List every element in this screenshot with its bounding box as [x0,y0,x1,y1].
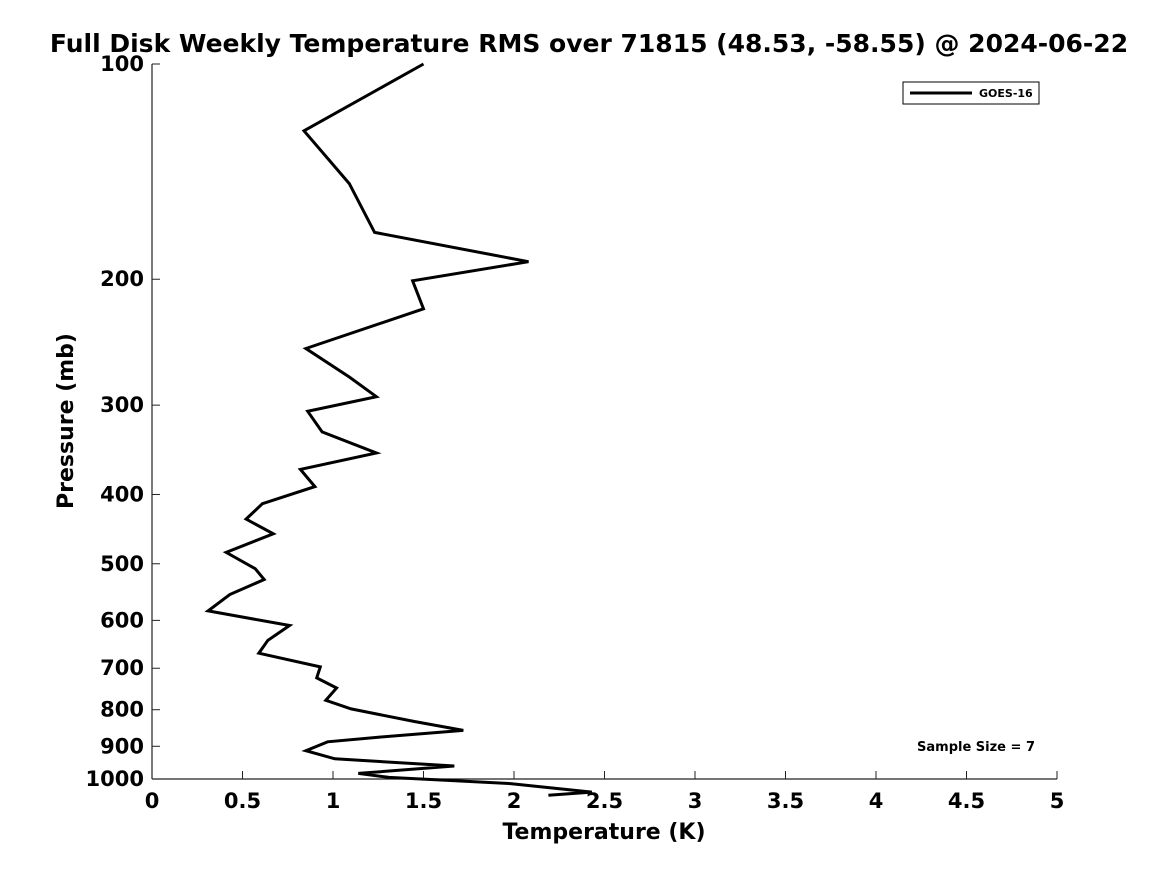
y-tick-label: 700 [100,656,144,680]
y-tick-label: 500 [100,552,144,576]
x-tick-label: 0 [145,789,160,813]
x-axis-label: Temperature (K) [502,820,705,845]
axes-frame [151,64,1057,780]
x-axis-ticks: 0 0.5 1 1.5 2 2.5 3 3.5 4 4.5 5 [145,771,1065,813]
series-line-goes-16 [204,62,592,797]
x-tick-label: 1.5 [405,789,442,813]
y-tick-label: 300 [100,393,144,417]
x-tick-label: 3 [688,789,703,813]
x-tick-label: 2 [507,789,522,813]
x-tick-label: 1 [326,789,341,813]
series-layer [204,62,592,797]
legend-label-goes-16: GOES-16 [979,87,1033,100]
y-tick-label: 400 [100,482,144,506]
x-tick-label: 4.5 [948,789,985,813]
y-tick-label: 1000 [86,767,144,791]
x-tick-label: 5 [1050,789,1065,813]
x-tick-label: 3.5 [767,789,804,813]
x-tick-label: 0.5 [224,789,261,813]
y-axis-ticks: 100 200 300 400 500 600 700 800 900 1000 [86,52,160,791]
x-tick-label: 4 [869,789,884,813]
y-axis-label: Pressure (mb) [54,333,79,509]
x-tick-label: 2.5 [586,789,623,813]
y-tick-label: 100 [100,52,144,76]
y-tick-label: 800 [100,698,144,722]
y-tick-label: 900 [100,734,144,758]
y-tick-label: 600 [100,608,144,632]
sample-size-annotation: Sample Size = 7 [917,740,1035,755]
y-tick-label: 200 [100,267,144,291]
chart-title: Full Disk Weekly Temperature RMS over 71… [50,29,1128,58]
legend: GOES-16 [902,81,1040,105]
